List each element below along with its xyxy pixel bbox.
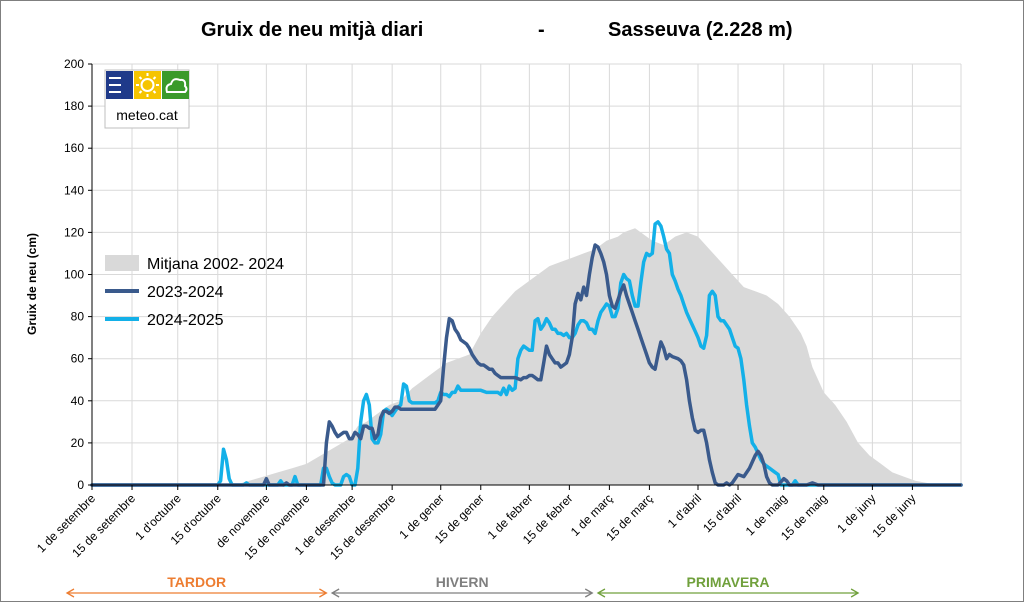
y-tick-label: 100 bbox=[64, 268, 84, 282]
y-tick-label: 20 bbox=[71, 436, 85, 450]
legend-swatch-average bbox=[105, 255, 139, 271]
season-arrow-head-left bbox=[330, 588, 340, 598]
season-arrow-head-right bbox=[584, 588, 594, 598]
menu-icon bbox=[109, 77, 121, 93]
season-arrow-head-left bbox=[65, 588, 75, 598]
y-tick-label: 160 bbox=[64, 141, 84, 155]
series-line-2023-2024 bbox=[90, 243, 963, 487]
legend-label-2024-2025: 2024-2025 bbox=[147, 312, 224, 329]
season-arrow-head-left bbox=[596, 588, 606, 598]
series-area-group bbox=[92, 228, 961, 485]
y-tick-label: 180 bbox=[64, 99, 84, 113]
season-arrow-head-right bbox=[850, 588, 860, 598]
x-tick-label: 1 d'abril bbox=[665, 491, 704, 530]
series-area-average bbox=[92, 228, 961, 485]
legend-label-2023-2024: 2023-2024 bbox=[147, 284, 224, 301]
season-label: TARDOR bbox=[167, 574, 226, 590]
legend-label-average: Mitjana 2002- 2024 bbox=[147, 256, 284, 273]
x-tick-label: 15 de juny bbox=[869, 491, 918, 540]
x-tick-label: 15 d'abril bbox=[700, 491, 744, 535]
y-tick-label: 60 bbox=[71, 352, 85, 366]
y-tick-label: 40 bbox=[71, 394, 85, 408]
chart-title-separator: - bbox=[538, 19, 545, 41]
logo-text: meteo.cat bbox=[116, 107, 178, 123]
y-tick-label: 80 bbox=[71, 310, 85, 324]
y-tick-labels: 0 20 40 60 80 100 120 140 160 180 200 bbox=[64, 57, 84, 492]
legend: Mitjana 2002- 2024 2023-2024 2024-2025 bbox=[105, 255, 284, 329]
meteocat-logo: meteo.cat bbox=[104, 69, 190, 129]
chart-title-right: Sasseuva (2.228 m) bbox=[608, 19, 793, 41]
axes bbox=[88, 63, 961, 490]
y-tick-label: 0 bbox=[77, 478, 84, 492]
sun-icon bbox=[136, 73, 159, 97]
chart-title-left: Gruix de neu mitjà diari bbox=[201, 19, 423, 41]
y-axis-label: Gruix de neu (cm) bbox=[25, 233, 39, 335]
season-arrows: TARDOR HIVERN PRIMAVERA bbox=[65, 574, 860, 598]
y-tick-label: 120 bbox=[64, 225, 84, 239]
season-label: PRIMAVERA bbox=[687, 574, 770, 590]
season-arrow-head-right bbox=[319, 588, 328, 598]
season-label: HIVERN bbox=[436, 574, 489, 590]
cloud-icon bbox=[165, 78, 188, 93]
y-tick-label: 200 bbox=[64, 57, 84, 71]
y-tick-label: 140 bbox=[64, 183, 84, 197]
